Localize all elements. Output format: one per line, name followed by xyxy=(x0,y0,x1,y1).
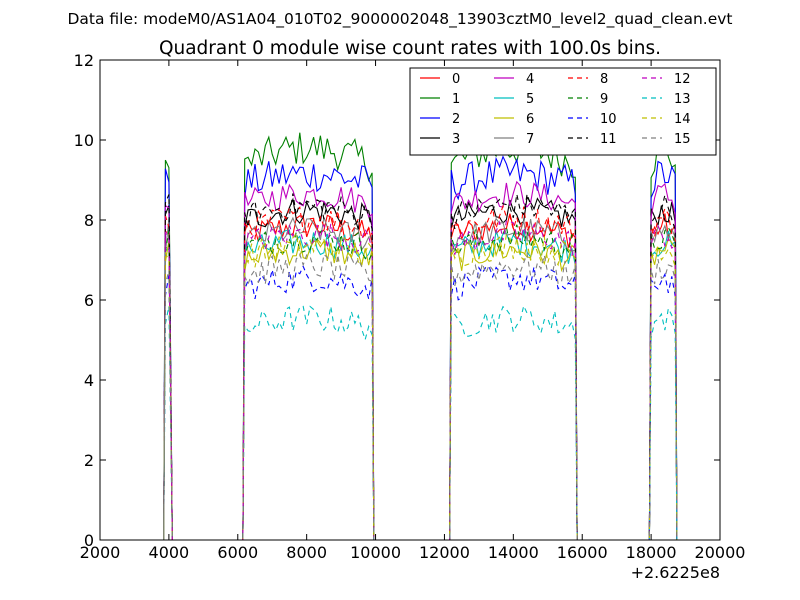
y-tick-label: 8 xyxy=(84,211,94,230)
series-line-3 xyxy=(163,195,678,541)
series-line-10 xyxy=(163,265,678,541)
x-tick-label: 10000 xyxy=(350,543,401,562)
series-line-7 xyxy=(163,216,678,541)
y-tick-label: 12 xyxy=(74,51,94,70)
x-tick-label: 16000 xyxy=(557,543,608,562)
series-line-1 xyxy=(163,129,678,541)
legend-label-10: 10 xyxy=(600,112,617,127)
x-tick-label: 20000 xyxy=(695,543,746,562)
series-line-12 xyxy=(163,220,678,541)
x-offset-label: +2.6225e8 xyxy=(631,563,720,582)
series-line-0 xyxy=(163,213,678,541)
axis-ticks: 2000 4000 6000 8000 10000 12000 14000 16000 1800… xyxy=(74,51,746,562)
legend-label-14: 14 xyxy=(674,112,691,127)
y-tick-label: 0 xyxy=(84,531,94,550)
x-tick-label: 2000 xyxy=(80,543,121,562)
x-tick-label: 14000 xyxy=(488,543,539,562)
legend-label-8: 8 xyxy=(600,72,608,87)
y-tick-label: 10 xyxy=(74,131,94,150)
legend-label-4: 4 xyxy=(526,72,534,87)
legend-box xyxy=(409,67,717,156)
chart-title: Quadrant 0 module wise count rates with … xyxy=(159,38,661,59)
legend-label-1: 1 xyxy=(452,92,460,107)
y-tick-label: 4 xyxy=(84,371,94,390)
x-tick-label: 12000 xyxy=(419,543,470,562)
series-line-13 xyxy=(163,304,678,541)
x-tick-label: 18000 xyxy=(626,543,677,562)
series-line-4 xyxy=(163,180,678,541)
legend-label-6: 6 xyxy=(526,112,534,127)
y-tick-label: 6 xyxy=(84,291,94,310)
legend-label-2: 2 xyxy=(452,112,460,127)
x-tick-label: 4000 xyxy=(149,543,190,562)
legend-label-9: 9 xyxy=(600,92,608,107)
series-line-15 xyxy=(163,251,678,541)
y-tick-label: 2 xyxy=(84,451,94,470)
series-line-9 xyxy=(163,224,678,541)
legend-label-0: 0 xyxy=(452,72,460,87)
series-line-8 xyxy=(163,204,678,541)
legend-label-15: 15 xyxy=(674,132,691,147)
legend-label-3: 3 xyxy=(452,132,460,147)
legend-label-12: 12 xyxy=(674,72,691,87)
series-line-11 xyxy=(163,193,678,541)
series-line-5 xyxy=(163,229,678,541)
legend-label-5: 5 xyxy=(526,92,534,107)
x-tick-label: 8000 xyxy=(286,543,327,562)
legend-label-11: 11 xyxy=(600,132,617,147)
series-line-2 xyxy=(163,155,678,541)
legend-label-7: 7 xyxy=(526,132,534,147)
legend-label-13: 13 xyxy=(674,92,691,107)
series-line-6 xyxy=(163,237,678,541)
plot-area xyxy=(163,129,678,541)
x-tick-label: 6000 xyxy=(217,543,258,562)
figure-suptitle: Data file: modeM0/AS1A04_010T02_90000020… xyxy=(67,10,732,29)
series-line-14 xyxy=(163,232,678,541)
